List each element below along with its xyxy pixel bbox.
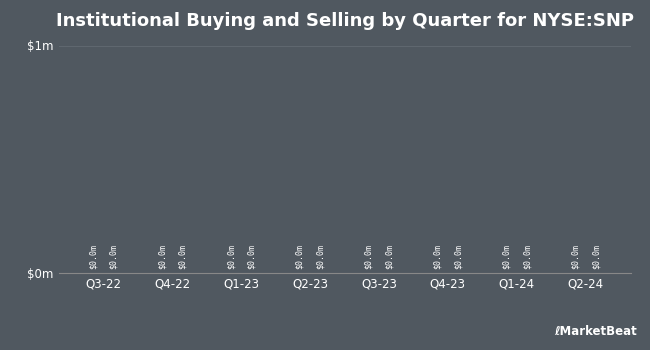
Text: $0.0m: $0.0m	[226, 244, 235, 269]
Text: $0.0m: $0.0m	[364, 244, 373, 269]
Text: $0.0m: $0.0m	[295, 244, 304, 269]
Text: $0.0m: $0.0m	[433, 244, 442, 269]
Title: Institutional Buying and Selling by Quarter for NYSE:SNP: Institutional Buying and Selling by Quar…	[55, 12, 634, 30]
Text: $0.0m: $0.0m	[592, 244, 601, 269]
Text: $0.0m: $0.0m	[502, 244, 511, 269]
Text: $0.0m: $0.0m	[178, 244, 187, 269]
Text: $0.0m: $0.0m	[523, 244, 532, 269]
Text: $0.0m: $0.0m	[88, 244, 98, 269]
Text: $0.0m: $0.0m	[247, 244, 256, 269]
Text: $0.0m: $0.0m	[316, 244, 325, 269]
Text: $0.0m: $0.0m	[157, 244, 166, 269]
Text: $0.0m: $0.0m	[385, 244, 394, 269]
Text: $0.0m: $0.0m	[571, 244, 580, 269]
Text: $0.0m: $0.0m	[109, 244, 118, 269]
Text: ℓMarketBeat: ℓMarketBeat	[554, 325, 637, 338]
Text: $0.0m: $0.0m	[454, 244, 463, 269]
